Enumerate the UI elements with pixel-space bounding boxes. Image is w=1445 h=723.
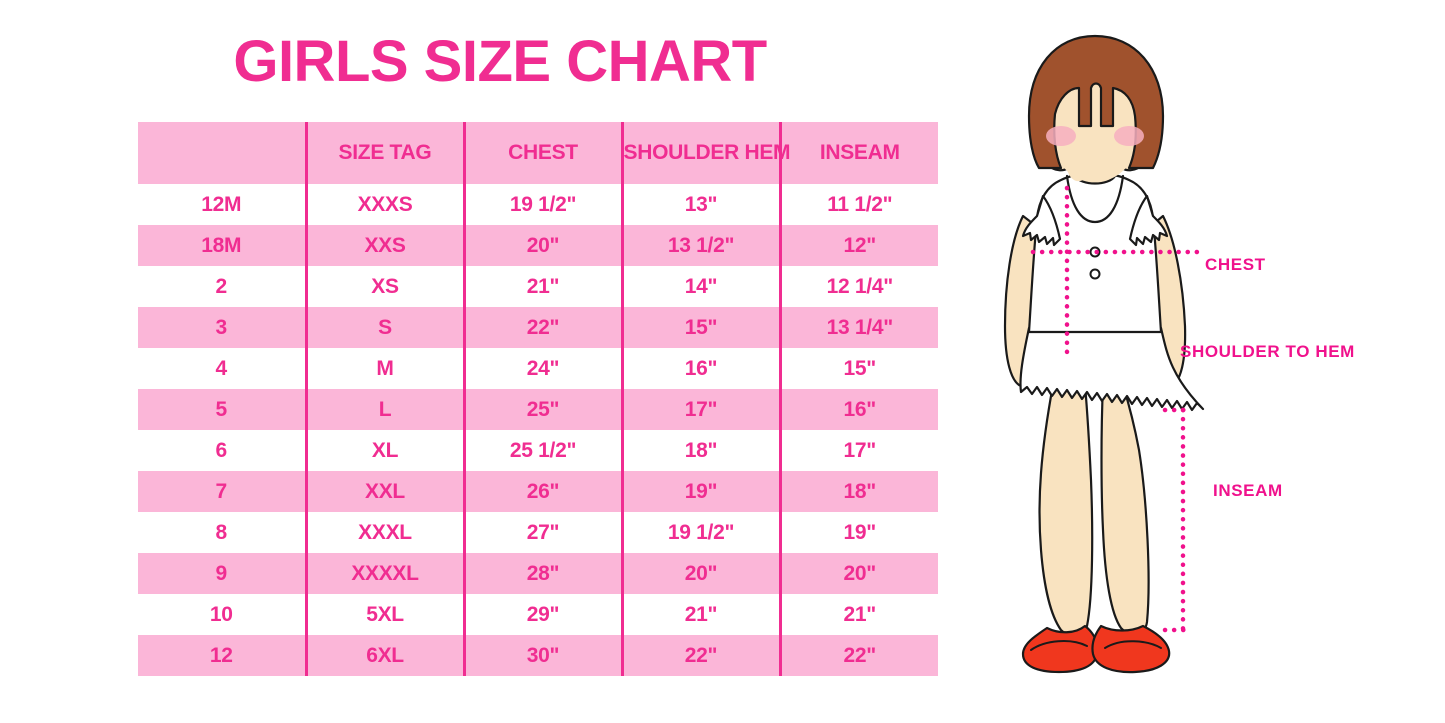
cell-inseam: 20" <box>843 561 877 585</box>
cell-shoulder-hem: 18" <box>622 430 782 471</box>
cell-size-tag: XXXXL <box>306 553 466 594</box>
column-header-size-tag: SIZE TAG <box>306 122 466 184</box>
cell-shoulder-hem: 13" <box>622 184 782 225</box>
size-table: SIZE TAG CHEST SHOULDER HEM INSEAM 12M X… <box>138 122 938 676</box>
cell-size-tag: XXXS <box>306 184 466 225</box>
cell-size: 4 <box>138 348 308 389</box>
table-row: 3 S 22" 15" 13 1/4" <box>138 307 938 348</box>
table-header-row: SIZE TAG CHEST SHOULDER HEM INSEAM <box>138 122 938 184</box>
cell-size: 18M <box>138 225 308 266</box>
cell-size: 3 <box>138 307 308 348</box>
cell-size: 9 <box>138 553 308 594</box>
cell-shoulder-hem: 13 1/2" <box>622 225 782 266</box>
cell-size: 12M <box>138 184 308 225</box>
cell-inseam: 21" <box>843 602 877 626</box>
column-header-chest: CHEST <box>464 122 624 184</box>
table-row: 12M XXXS 19 1/2" 13" 11 1/2" <box>138 184 938 225</box>
table-body: 12M XXXS 19 1/2" 13" 11 1/2" 18M XXS 20"… <box>138 184 938 676</box>
cell-chest: 25" <box>464 389 624 430</box>
table-row: 5 L 25" 17" 16" <box>138 389 938 430</box>
cell-size: 6 <box>138 430 308 471</box>
cell-size: 8 <box>138 512 308 553</box>
cell-inseam: 17" <box>843 438 877 462</box>
table-row: 8 XXXL 27" 19 1/2" 19" <box>138 512 938 553</box>
cell-shoulder-hem: 21" <box>622 594 782 635</box>
inseam-label: INSEAM <box>1213 481 1283 500</box>
cell-size: 5 <box>138 389 308 430</box>
cell-chest: 25 1/2" <box>464 430 624 471</box>
cell-shoulder-hem: 22" <box>622 635 782 676</box>
cell-chest: 21" <box>464 266 624 307</box>
table-row: 18M XXS 20" 13 1/2" 12" <box>138 225 938 266</box>
cell-size-tag: 6XL <box>306 635 466 676</box>
size-table-container: SIZE TAG CHEST SHOULDER HEM INSEAM 12M X… <box>138 122 938 676</box>
cell-shoulder-hem: 16" <box>622 348 782 389</box>
cell-chest: 29" <box>464 594 624 635</box>
chest-label: CHEST <box>1205 255 1266 274</box>
cell-chest: 19 1/2" <box>464 184 624 225</box>
cell-size: 10 <box>138 594 308 635</box>
cell-shoulder-hem: 15" <box>622 307 782 348</box>
cell-size-tag: S <box>306 307 466 348</box>
cell-inseam: 19" <box>843 520 877 544</box>
table-row: 7 XXL 26" 19" 18" <box>138 471 938 512</box>
table-row: 2 XS 21" 14" 12 1/4" <box>138 266 938 307</box>
inseam-bracket <box>1162 407 1194 633</box>
table-row: 10 5XL 29" 21" 21" <box>138 594 938 635</box>
cell-shoulder-hem: 19 1/2" <box>622 512 782 553</box>
cell-chest: 20" <box>464 225 624 266</box>
cell-size: 7 <box>138 471 308 512</box>
cell-inseam: 11 1/2" <box>827 192 893 216</box>
cell-size: 12 <box>138 635 308 676</box>
cell-shoulder-hem: 20" <box>622 553 782 594</box>
cell-chest: 28" <box>464 553 624 594</box>
cell-size-tag: M <box>306 348 466 389</box>
cell-shoulder-hem: 17" <box>622 389 782 430</box>
column-header-size <box>138 122 308 184</box>
table-row: 4 M 24" 16" 15" <box>138 348 938 389</box>
column-header-shoulder-hem: SHOULDER HEM <box>622 122 791 184</box>
cell-size-tag: 5XL <box>306 594 466 635</box>
cell-chest: 22" <box>464 307 624 348</box>
cell-size-tag: XXS <box>306 225 466 266</box>
cell-size: 2 <box>138 266 308 307</box>
column-header-inseam: INSEAM <box>819 141 900 164</box>
cell-size-tag: XL <box>306 430 466 471</box>
cell-size-tag: L <box>306 389 466 430</box>
cell-inseam: 12" <box>843 233 877 257</box>
cell-inseam: 16" <box>843 397 877 421</box>
cell-inseam: 18" <box>843 479 877 503</box>
cell-inseam: 15" <box>843 356 877 380</box>
cell-chest: 26" <box>464 471 624 512</box>
cell-chest: 24" <box>464 348 624 389</box>
cell-inseam: 13 1/4" <box>826 315 894 339</box>
table-header: SIZE TAG CHEST SHOULDER HEM INSEAM <box>138 122 938 184</box>
cell-size-tag: XXL <box>306 471 466 512</box>
cell-size-tag: XXXL <box>306 512 466 553</box>
girl-figure-illustration <box>975 30 1265 690</box>
page-title: GIRLS SIZE CHART <box>233 29 767 94</box>
cell-shoulder-hem: 14" <box>622 266 782 307</box>
cell-inseam: 12 1/4" <box>826 274 894 298</box>
cell-size-tag: XS <box>306 266 466 307</box>
table-row: 12 6XL 30" 22" 22" <box>138 635 938 676</box>
cell-chest: 27" <box>464 512 624 553</box>
cell-inseam: 22" <box>843 643 877 667</box>
table-row: 6 XL 25 1/2" 18" 17" <box>138 430 938 471</box>
cell-shoulder-hem: 19" <box>622 471 782 512</box>
cell-chest: 30" <box>464 635 624 676</box>
shoulder-to-hem-label: SHOULDER TO HEM <box>1180 342 1355 361</box>
table-row: 9 XXXXL 28" 20" 20" <box>138 553 938 594</box>
